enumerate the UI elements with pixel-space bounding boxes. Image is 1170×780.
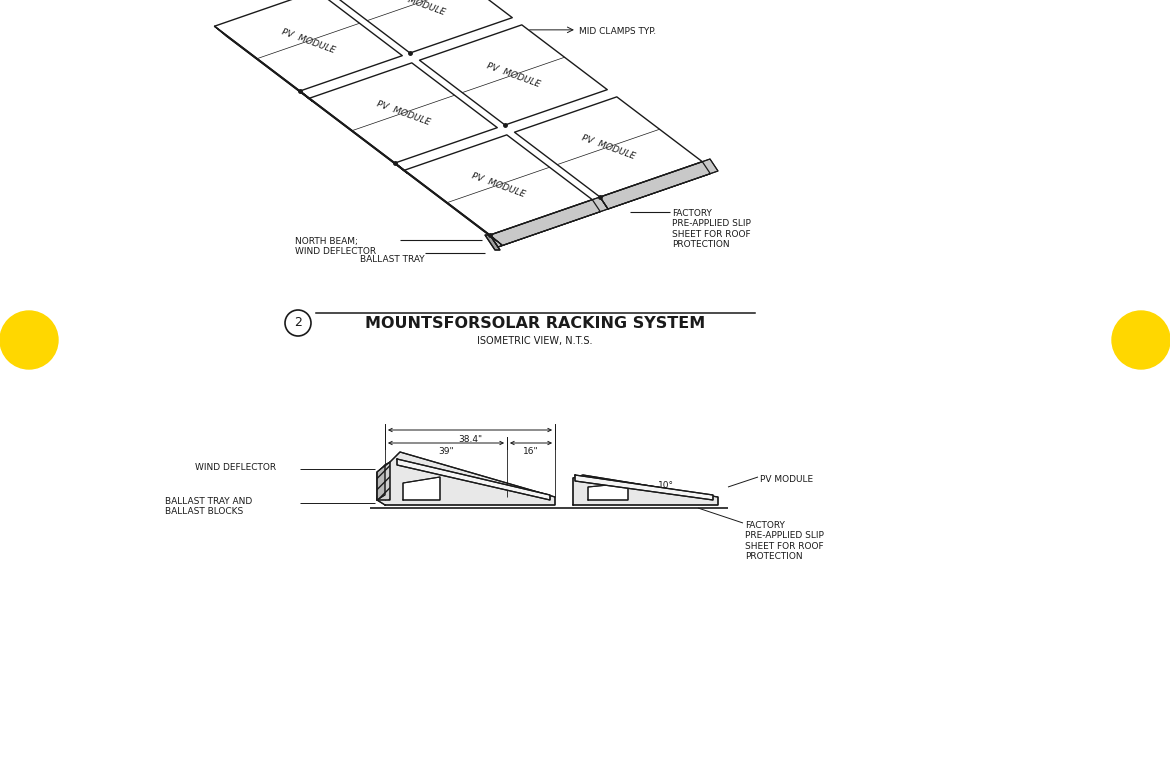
- Text: PV  MODULE: PV MODULE: [376, 99, 432, 127]
- Polygon shape: [377, 462, 390, 500]
- Text: 38.4": 38.4": [457, 434, 482, 444]
- Polygon shape: [310, 63, 497, 163]
- Circle shape: [1112, 311, 1170, 369]
- Text: PV MODULE: PV MODULE: [760, 474, 813, 484]
- Polygon shape: [402, 477, 440, 500]
- Text: PV  MODULE: PV MODULE: [470, 171, 526, 199]
- Polygon shape: [589, 483, 628, 500]
- Text: 2: 2: [294, 317, 302, 329]
- Polygon shape: [420, 25, 607, 125]
- Circle shape: [0, 311, 58, 369]
- Polygon shape: [490, 200, 600, 247]
- Polygon shape: [486, 235, 500, 250]
- Polygon shape: [397, 459, 550, 500]
- Text: MID CLAMPS TYP.: MID CLAMPS TYP.: [579, 27, 656, 37]
- Polygon shape: [490, 197, 608, 247]
- Polygon shape: [405, 135, 592, 235]
- Polygon shape: [395, 163, 502, 245]
- Polygon shape: [214, 0, 402, 91]
- Polygon shape: [300, 91, 407, 173]
- Text: PV  MODULE: PV MODULE: [486, 61, 542, 89]
- Polygon shape: [573, 475, 718, 505]
- Polygon shape: [600, 161, 710, 209]
- Text: MOUNTSFORSOLAR RACKING SYSTEM: MOUNTSFORSOLAR RACKING SYSTEM: [365, 315, 706, 331]
- Text: FACTORY
PRE-APPLIED SLIP
SHEET FOR ROOF
PROTECTION: FACTORY PRE-APPLIED SLIP SHEET FOR ROOF …: [745, 521, 824, 561]
- Polygon shape: [515, 97, 702, 197]
- Text: BALLAST TRAY AND
BALLAST BLOCKS: BALLAST TRAY AND BALLAST BLOCKS: [165, 497, 253, 516]
- Polygon shape: [377, 465, 385, 500]
- Text: FACTORY
PRE-APPLIED SLIP
SHEET FOR ROOF
PROTECTION: FACTORY PRE-APPLIED SLIP SHEET FOR ROOF …: [672, 209, 751, 249]
- Polygon shape: [574, 475, 713, 500]
- Text: PV  MODULE: PV MODULE: [391, 0, 447, 17]
- Polygon shape: [324, 0, 512, 53]
- Text: PV  MODULE: PV MODULE: [580, 133, 636, 161]
- Polygon shape: [214, 27, 312, 101]
- Text: PV  MODULE: PV MODULE: [281, 27, 337, 55]
- Text: 16": 16": [523, 448, 539, 456]
- Text: BALLAST TRAY: BALLAST TRAY: [360, 255, 425, 264]
- Polygon shape: [600, 159, 718, 209]
- Text: WIND DEFLECTOR: WIND DEFLECTOR: [195, 463, 276, 471]
- Text: 10°: 10°: [658, 480, 674, 490]
- Text: ISOMETRIC VIEW, N.T.S.: ISOMETRIC VIEW, N.T.S.: [477, 336, 593, 346]
- Text: NORTH BEAM;
WIND DEFLECTOR: NORTH BEAM; WIND DEFLECTOR: [295, 237, 376, 257]
- Text: 39": 39": [439, 448, 454, 456]
- Polygon shape: [377, 452, 555, 505]
